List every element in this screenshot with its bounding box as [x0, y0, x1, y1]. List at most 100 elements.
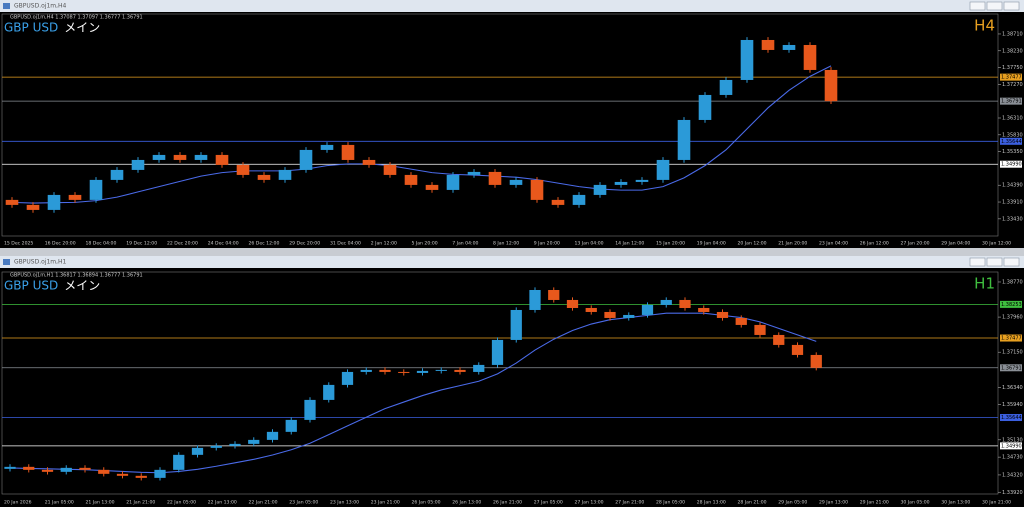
candle-body	[299, 149, 313, 170]
candle-body	[341, 144, 355, 160]
candle-body	[257, 174, 271, 180]
candle-body	[4, 466, 16, 469]
candle-body	[614, 181, 628, 185]
x-tick-label: 28 Jan 05:00	[656, 500, 685, 506]
candle-body	[585, 307, 597, 312]
candle-body	[719, 79, 733, 95]
candle-body	[304, 399, 316, 420]
candle-body	[191, 447, 204, 455]
window-icon	[3, 3, 10, 9]
candle-body	[110, 169, 124, 180]
price-level-tag	[1000, 137, 1022, 145]
symbol-label: メイン	[64, 21, 100, 35]
y-tick-label: 1.33910	[1002, 200, 1023, 206]
price-level-label: 1.36791	[1001, 99, 1022, 105]
x-tick-label: 22 Jan 13:00	[208, 500, 237, 506]
candle-body	[716, 311, 729, 318]
candle-body	[435, 369, 447, 371]
candle-body	[79, 467, 91, 470]
candle-body	[593, 184, 607, 195]
candle-body	[135, 475, 147, 478]
x-tick-label: 20 Jan 2026	[4, 500, 32, 506]
candle-body	[89, 179, 103, 200]
candle-body	[116, 473, 129, 476]
candle-body	[383, 164, 397, 175]
x-tick-label: 29 Jan 05:00	[778, 500, 807, 506]
timeframe: H1	[974, 275, 995, 293]
x-tick-label: 31 Dec 04:00	[330, 241, 361, 247]
candle-body	[623, 314, 635, 318]
x-tick-label: 2 Jan 12:00	[371, 241, 397, 247]
candle-body	[488, 171, 502, 185]
window-button[interactable]	[969, 1, 986, 11]
price-level-tag	[1000, 73, 1022, 81]
candle-body	[529, 289, 541, 310]
candle-body	[761, 39, 775, 50]
candle-body	[509, 179, 523, 185]
moving-average	[11, 65, 832, 204]
candle-body	[656, 159, 670, 180]
x-tick-label: 22 Jan 21:00	[249, 500, 278, 506]
x-tick-label: 9 Jan 20:00	[534, 241, 560, 247]
y-tick-label: 1.38770	[1002, 279, 1023, 285]
y-tick-label: 1.34730	[1002, 455, 1023, 461]
price-level-label: 1.38253	[1001, 302, 1022, 308]
x-tick-label: 26 Jan 21:00	[493, 500, 522, 506]
candle-body	[467, 171, 481, 175]
candle-body	[229, 443, 241, 446]
x-tick-label: 23 Jan 04:00	[819, 241, 848, 247]
x-tick-label: 19 Dec 12:00	[126, 241, 157, 247]
x-tick-label: 21 Jan 20:00	[778, 241, 807, 247]
price-level-label: 1.36791	[1001, 365, 1022, 371]
window-button[interactable]	[969, 257, 986, 267]
y-tick-label: 1.35350	[1002, 149, 1023, 155]
y-tick-label: 1.37750	[1002, 65, 1023, 71]
candle-body	[740, 39, 754, 80]
x-tick-label: 27 Jan 05:00	[534, 500, 563, 506]
price-level-tag	[1000, 334, 1022, 342]
y-tick-label: 1.37150	[1002, 350, 1023, 356]
window-button[interactable]	[1003, 1, 1020, 11]
x-tick-label: 24 Dec 04:00	[208, 241, 239, 247]
price-level-label: 1.34990	[1001, 443, 1022, 449]
candle-body	[173, 454, 185, 470]
window-title: GBPUSD.oj1m,H4	[14, 3, 67, 10]
x-tick-label: 23 Jan 05:00	[289, 500, 318, 506]
x-tick-label: 8 Jan 12:00	[493, 241, 519, 247]
price-level-label: 1.34990	[1001, 162, 1022, 168]
symbol-label: メイン	[64, 279, 100, 293]
candle-body	[604, 311, 616, 318]
x-tick-label: 7 Jan 04:00	[452, 241, 478, 247]
window-title-bar	[0, 256, 1024, 268]
candle-body	[379, 369, 391, 372]
x-tick-label: 29 Jan 04:00	[941, 241, 970, 247]
x-tick-label: 28 Jan 21:00	[738, 500, 767, 506]
candle-body	[425, 184, 439, 190]
x-tick-label: 14 Jan 12:00	[615, 241, 644, 247]
price-level-label: 1.37477	[1001, 336, 1022, 342]
candle-body	[154, 469, 166, 478]
candle-body	[362, 159, 376, 165]
candle-body	[754, 324, 766, 335]
candle-body	[572, 194, 586, 205]
candle-body	[454, 369, 466, 372]
candle-body	[210, 445, 222, 448]
candle-body	[285, 419, 297, 432]
candle-body	[635, 179, 649, 182]
candle-body	[23, 466, 35, 470]
y-tick-label: 1.38230	[1002, 48, 1023, 54]
window-button[interactable]	[986, 1, 1003, 11]
candle-body	[698, 307, 710, 312]
x-tick-label: 23 Jan 21:00	[371, 500, 400, 506]
y-tick-label: 1.35830	[1002, 132, 1023, 138]
candle-body	[551, 199, 565, 205]
window-button[interactable]	[1003, 257, 1020, 267]
window-title-bar	[0, 0, 1024, 12]
x-tick-label: 26 Jan 12:00	[860, 241, 889, 247]
window-button[interactable]	[986, 257, 1003, 267]
candle-body	[548, 289, 560, 300]
candle-body	[26, 204, 40, 210]
y-tick-label: 1.34390	[1002, 183, 1023, 189]
price-level-label: 1.35644	[1001, 139, 1022, 145]
price-level-label: 1.37477	[1001, 75, 1022, 81]
